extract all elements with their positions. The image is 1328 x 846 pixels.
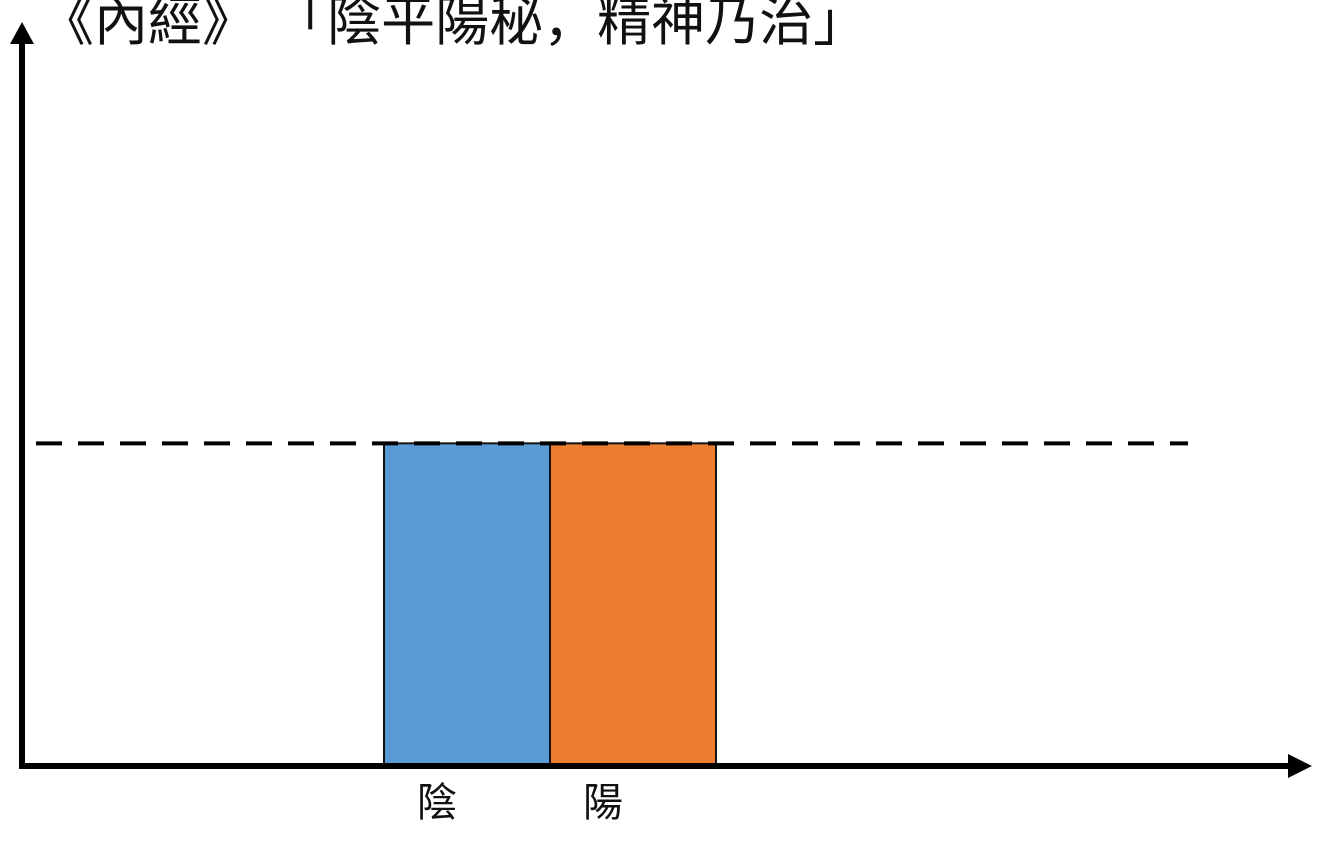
x-tick-label-1: 陽 [583, 780, 623, 826]
y-axis-arrow [10, 22, 34, 44]
bar-1 [549, 442, 717, 767]
x-tick-labels: 陰陽 [417, 780, 623, 826]
axes [10, 22, 1312, 778]
bar-0 [383, 442, 551, 767]
x-tick-label-0: 陰 [417, 780, 457, 826]
x-axis-arrow [1288, 754, 1312, 778]
bars-layer [383, 442, 717, 767]
chart-title: 《內經》 「陰平陽秘，精神乃治」 [40, 0, 867, 53]
